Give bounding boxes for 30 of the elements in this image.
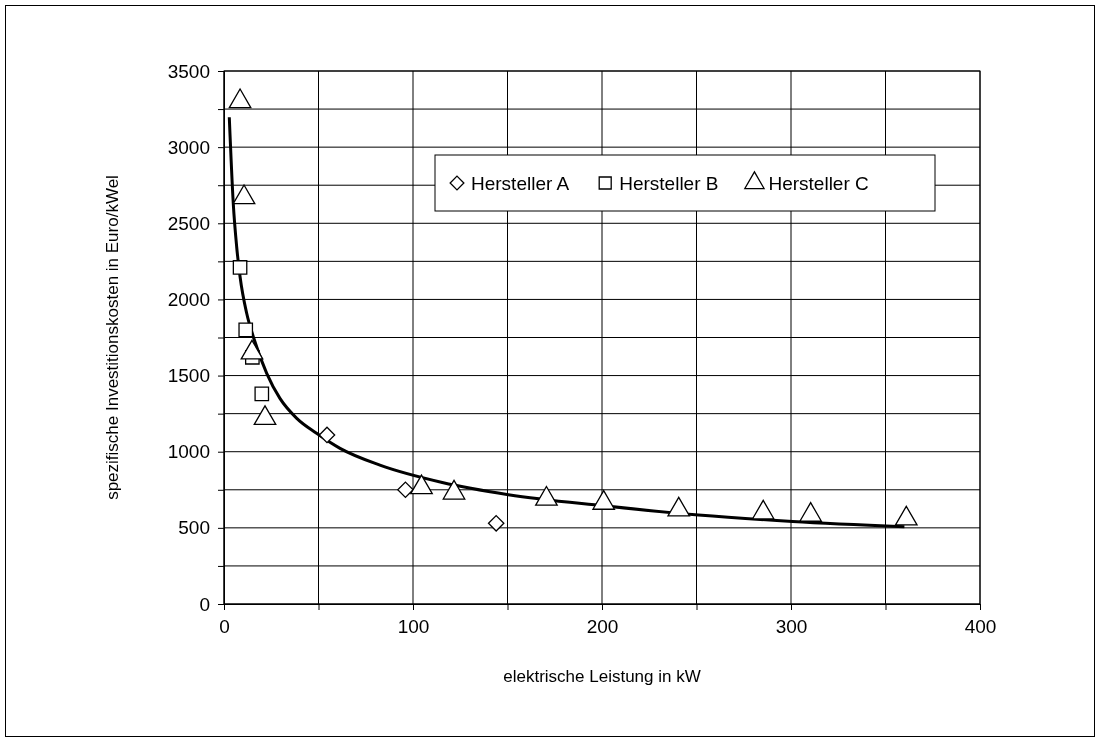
y-tick-label: 3000 [167,136,210,158]
point [240,339,264,360]
point [799,502,823,522]
y-tick-label: 0 [199,593,210,615]
point [253,405,277,426]
point [751,499,775,520]
x-axis-title: elektrische Leistung in kW [503,667,701,686]
point [228,88,252,109]
x-tick-label: 200 [586,616,619,638]
point [667,496,691,517]
point [535,485,558,506]
y-tick-label: 2500 [167,212,210,234]
legend-label: Hersteller B [619,173,719,194]
point [592,489,616,510]
point [410,474,433,495]
point [232,184,256,205]
x-tick-label: 300 [775,616,808,638]
y-axis-title: spezifische Investitionskosten in Euro/kWel [103,175,122,500]
x-tick-label: 100 [397,616,430,638]
y-tick-label: 500 [178,517,210,539]
point [442,479,466,500]
x-tick-label: 400 [964,616,997,638]
y-tick-label: 3500 [167,60,210,82]
legend-label: Hersteller C [768,173,869,194]
y-tick-label: 1000 [167,441,210,463]
legend-label: Hersteller A [471,173,570,194]
y-tick-label: 2000 [167,289,210,311]
y-tick-label: 1500 [167,365,210,387]
point [894,505,918,526]
x-tick-label: 0 [219,616,230,638]
